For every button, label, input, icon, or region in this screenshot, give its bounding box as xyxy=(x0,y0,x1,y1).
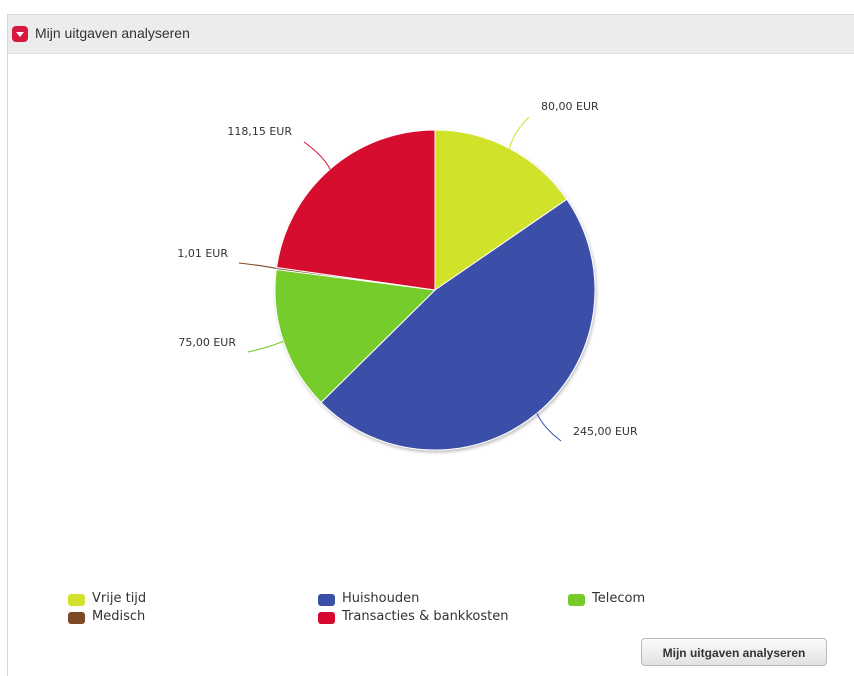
label-connector-5 xyxy=(303,141,331,170)
legend-swatch xyxy=(68,594,85,606)
pie-slice-1[interactable] xyxy=(434,129,568,291)
data-label-1: 80,00 EUR xyxy=(541,100,599,113)
panel-header: Mijn uitgaven analyseren xyxy=(8,15,854,54)
pie-slice-5[interactable] xyxy=(276,129,436,291)
label-connector-3 xyxy=(247,340,284,353)
pie-slice-2[interactable] xyxy=(320,198,596,451)
legend-label: Telecom xyxy=(592,591,646,606)
data-label-3: 75,00 EUR xyxy=(178,336,236,349)
expenses-pie-chart: 80,00 EUR 245,00 EUR 75,00 EUR 1,01 EUR 118,… xyxy=(177,100,638,451)
analyse-expenses-button[interactable]: Mijn uitgaven analyseren xyxy=(641,638,827,666)
data-label-4: 1,01 EUR xyxy=(177,247,228,260)
legend-swatch xyxy=(568,594,585,606)
legend-swatch xyxy=(318,594,335,606)
legend-label: Huishouden xyxy=(342,591,420,606)
panel-title: Mijn uitgaven analyseren xyxy=(35,25,190,41)
analysis-panel: Mijn uitgaven analyseren 80,00 EUR 245,00… xyxy=(7,14,854,676)
legend-swatch xyxy=(318,612,335,624)
label-connector-4 xyxy=(238,262,277,269)
legend-label: Transacties & bankkosten xyxy=(342,609,509,624)
label-connector-2 xyxy=(536,413,562,442)
legend-swatch xyxy=(68,612,85,624)
legend-label: Medisch xyxy=(92,609,146,624)
legend-label: Vrije tijd xyxy=(92,591,147,606)
data-label-2: 245,00 EUR xyxy=(573,425,638,438)
chevron-down-icon[interactable] xyxy=(12,26,28,42)
label-connector-1 xyxy=(508,116,530,149)
data-label-5: 118,15 EUR xyxy=(227,125,292,138)
